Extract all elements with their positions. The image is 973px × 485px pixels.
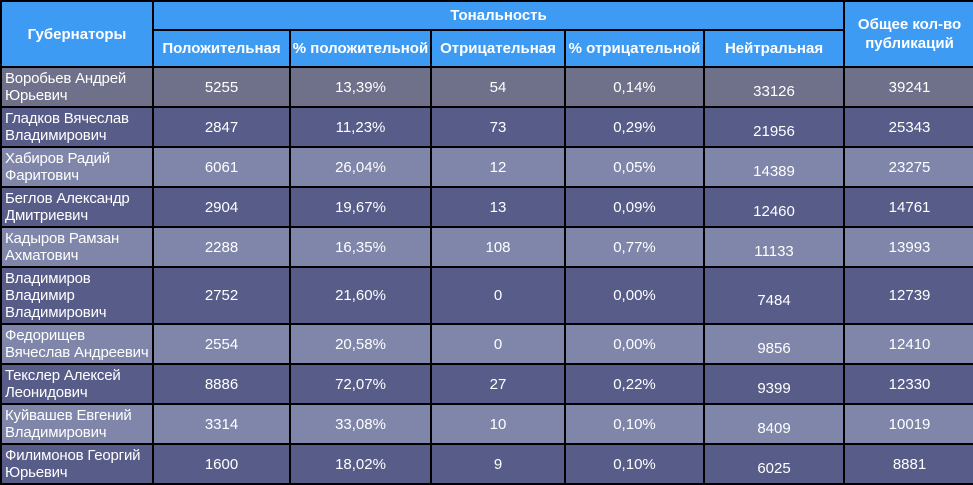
positive-count-cell: 2752 <box>152 266 291 325</box>
table-header: Губернаторы Тональность Общее кол-во пуб… <box>0 0 973 68</box>
negative-pct-cell: 0,05% <box>564 146 705 188</box>
col-header-negative-pct: % отрицательной <box>564 29 705 68</box>
neutral-count-cell: 9856 <box>702 323 846 365</box>
table-row: Беглов Александр Дмитриевич 2904 19,67% 13 0… <box>0 186 973 228</box>
negative-count-cell: 13 <box>430 186 566 228</box>
positive-count-cell: 2288 <box>152 226 291 268</box>
total-count-cell: 12410 <box>843 323 973 365</box>
total-count-cell: 10019 <box>843 403 973 445</box>
negative-pct-cell: 0,22% <box>564 363 705 405</box>
total-count-cell: 23275 <box>843 146 973 188</box>
total-count-cell: 12739 <box>843 266 973 325</box>
col-header-positive: Положительная <box>152 29 291 68</box>
table-row: Филимонов Георгий Юрьевич 1600 18,02% 9 0,10… <box>0 443 973 485</box>
negative-pct-cell: 0,14% <box>564 66 705 108</box>
negative-pct-cell: 0,10% <box>564 403 705 445</box>
neutral-count-cell: 12460 <box>702 186 846 228</box>
negative-count-cell: 0 <box>430 323 566 365</box>
governor-name-cell: Кадыров Рамзан Ахматович <box>0 226 154 268</box>
total-count-cell: 25343 <box>843 106 973 148</box>
table-row: Владимиров Владимир Владимирович 2752 21,6… <box>0 266 973 325</box>
positive-count-cell: 5255 <box>152 66 291 108</box>
total-count-cell: 12330 <box>843 363 973 405</box>
negative-count-cell: 108 <box>430 226 566 268</box>
positive-pct-cell: 11,23% <box>289 106 432 148</box>
col-header-total-publications: Общее кол-во публикаций <box>843 0 973 68</box>
table-row: Гладков Вячеслав Владимирович 2847 11,23% 7… <box>0 106 973 148</box>
negative-pct-cell: 0,09% <box>564 186 705 228</box>
governor-name-cell: Хабиров Радий Фаритович <box>0 146 154 188</box>
positive-pct-cell: 20,58% <box>289 323 432 365</box>
col-header-neutral: Нейтральная <box>702 29 845 68</box>
positive-count-cell: 8886 <box>152 363 291 405</box>
negative-count-cell: 0 <box>430 266 566 325</box>
positive-pct-cell: 13,39% <box>289 66 432 108</box>
neutral-count-cell: 7484 <box>702 266 846 325</box>
governor-name-cell: Филимонов Георгий Юрьевич <box>0 443 154 485</box>
positive-pct-cell: 19,67% <box>289 186 432 228</box>
governor-name-cell: Владимиров Владимир Владимирович <box>0 266 154 325</box>
positive-count-cell: 2554 <box>152 323 291 365</box>
neutral-count-cell: 11133 <box>702 226 846 268</box>
col-header-negative: Отрицательная <box>430 29 566 68</box>
col-group-header-tonality: Тональность <box>151 0 846 31</box>
positive-pct-cell: 26,04% <box>289 146 432 188</box>
governor-name-cell: Куйвашев Евгений Владимирович <box>0 403 154 445</box>
neutral-count-cell: 21956 <box>702 106 846 148</box>
header-sub-row: Положительная % положительной Отрицатель… <box>1 29 973 68</box>
header-group-row: Губернаторы Тональность Общее кол-во пуб… <box>0 0 973 68</box>
governor-name-cell: Федорищев Вячеслав Андреевич <box>0 323 154 365</box>
positive-pct-cell: 16,35% <box>289 226 432 268</box>
positive-count-cell: 1600 <box>152 443 291 485</box>
total-count-cell: 13993 <box>843 226 973 268</box>
table-row: Хабиров Радий Фаритович 6061 26,04% 12 0,05%… <box>0 146 973 188</box>
governor-name-cell: Текслер Алексей Леонидович <box>0 363 154 405</box>
negative-count-cell: 10 <box>430 403 566 445</box>
positive-pct-cell: 21,60% <box>289 266 432 325</box>
col-header-positive-pct: % положительной <box>289 29 432 68</box>
neutral-count-cell: 14389 <box>702 146 846 188</box>
positive-count-cell: 6061 <box>152 146 291 188</box>
table-row: Текслер Алексей Леонидович 8886 72,07% 27 0,… <box>0 363 973 405</box>
governor-name-cell: Воробьев Андрей Юрьевич <box>0 66 154 108</box>
total-count-cell: 14761 <box>843 186 973 228</box>
neutral-count-cell: 6025 <box>702 443 846 485</box>
total-count-cell: 39241 <box>843 66 973 108</box>
neutral-count-cell: 9399 <box>702 363 846 405</box>
negative-count-cell: 54 <box>430 66 566 108</box>
negative-count-cell: 27 <box>430 363 566 405</box>
positive-pct-cell: 33,08% <box>289 403 432 445</box>
neutral-count-cell: 33126 <box>702 66 846 108</box>
table-row: Куйвашев Евгений Владимирович 3314 33,08% 1… <box>0 403 973 445</box>
positive-count-cell: 3314 <box>152 403 291 445</box>
negative-pct-cell: 0,00% <box>564 323 705 365</box>
negative-pct-cell: 0,77% <box>564 226 705 268</box>
governor-name-cell: Гладков Вячеслав Владимирович <box>0 106 154 148</box>
neutral-count-cell: 8409 <box>702 403 846 445</box>
negative-pct-cell: 0,29% <box>564 106 705 148</box>
table-body: Воробьев Андрей Юрьевич 5255 13,39% 54 0,14%… <box>0 66 973 485</box>
positive-count-cell: 2904 <box>152 186 291 228</box>
col-header-governors: Губернаторы <box>0 0 154 68</box>
negative-count-cell: 12 <box>430 146 566 188</box>
table-row: Кадыров Рамзан Ахматович 2288 16,35% 108 0,7… <box>0 226 973 268</box>
table-row: Федорищев Вячеслав Андреевич 2554 20,58% 0 0… <box>0 323 973 365</box>
negative-count-cell: 9 <box>430 443 566 485</box>
positive-count-cell: 2847 <box>152 106 291 148</box>
negative-count-cell: 73 <box>430 106 566 148</box>
positive-pct-cell: 18,02% <box>289 443 432 485</box>
positive-pct-cell: 72,07% <box>289 363 432 405</box>
negative-pct-cell: 0,00% <box>564 266 705 325</box>
governor-name-cell: Беглов Александр Дмитриевич <box>0 186 154 228</box>
negative-pct-cell: 0,10% <box>564 443 705 485</box>
table-row: Воробьев Андрей Юрьевич 5255 13,39% 54 0,14%… <box>0 66 973 108</box>
total-count-cell: 8881 <box>843 443 973 485</box>
